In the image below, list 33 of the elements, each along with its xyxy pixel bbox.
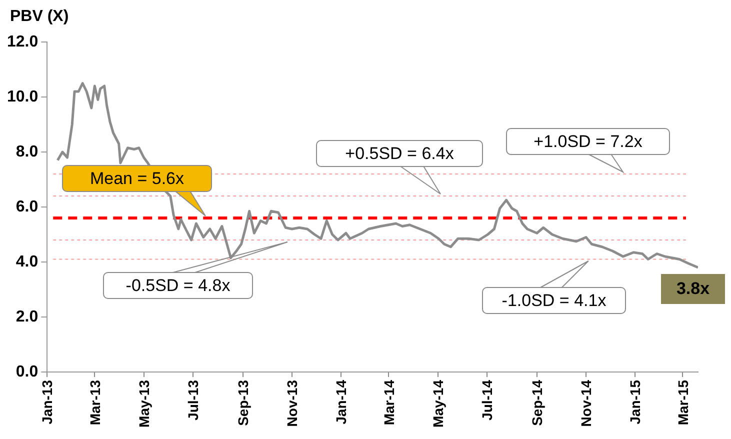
ref-line-label: +1.0SD = 7.2x (506, 128, 670, 155)
x-tick-label: Jul-13 (184, 380, 201, 420)
y-tick-label: 8.0 (16, 143, 38, 160)
callout: Mean = 5.6x (62, 165, 212, 217)
y-tick-label: 12.0 (7, 33, 38, 50)
callout: +0.5SD = 6.4x (316, 140, 483, 195)
y-axis-title: PBV (X) (10, 8, 69, 26)
x-tick-label: Sep-14 (528, 380, 545, 426)
y-tick-label: 2.0 (16, 308, 38, 326)
callout: -0.5SD = 4.8x (103, 241, 289, 299)
x-tick-label: Sep-13 (234, 380, 251, 426)
y-tick-label: 6.0 (16, 198, 38, 216)
x-tick-label: Jan-13 (39, 380, 56, 424)
x-tick-label: Jan-15 (627, 380, 644, 424)
x-tick-label: Mar-15 (674, 380, 691, 426)
x-tick-label: Jul-14 (478, 380, 495, 420)
x-tick-label: Nov-13 (284, 380, 300, 427)
ref-line-label: -0.5SD = 4.8x (103, 272, 253, 299)
y-tick-label: 0.0 (16, 363, 38, 380)
ref-line-label: -1.0SD = 4.1x (482, 287, 626, 314)
x-tick-label: May-13 (136, 380, 152, 428)
ref-line-label: +0.5SD = 6.4x (316, 140, 483, 167)
y-tick-label: 4.0 (16, 253, 38, 270)
callout: +1.0SD = 7.2x (506, 128, 670, 173)
x-tick-label: Mar-14 (380, 380, 397, 426)
y-tick-label: 10.0 (7, 88, 38, 106)
callout: -1.0SD = 4.1x (482, 260, 626, 314)
x-tick-label: Jan-14 (333, 380, 350, 424)
x-tick-label: Nov-14 (578, 380, 594, 427)
annotation: 3.8x (661, 274, 725, 304)
ref-line-label: Mean = 5.6x (62, 165, 212, 192)
x-tick-label: May-14 (430, 380, 446, 428)
x-tick-label: Mar-13 (86, 380, 103, 426)
